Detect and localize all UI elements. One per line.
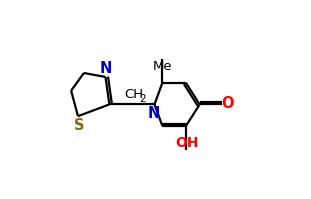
Text: CH: CH xyxy=(124,89,143,101)
Text: S: S xyxy=(74,117,84,133)
Text: 2: 2 xyxy=(139,94,146,104)
Text: O: O xyxy=(221,96,234,111)
Text: Me: Me xyxy=(153,60,172,73)
Text: N: N xyxy=(99,61,112,76)
Text: N: N xyxy=(147,106,160,121)
Text: OH: OH xyxy=(175,136,199,150)
